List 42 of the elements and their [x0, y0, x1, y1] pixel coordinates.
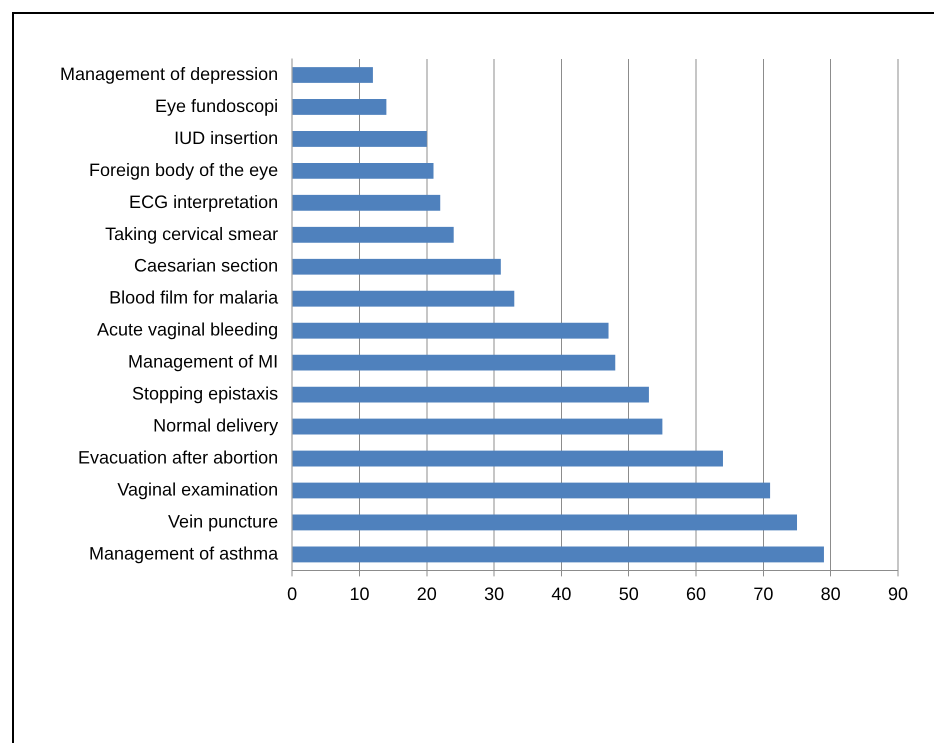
y-tick-label: Acute vaginal bleeding — [96, 320, 278, 340]
y-tick-label: Blood film for malaria — [109, 288, 280, 308]
y-tick-label: Evacuation after abortion — [78, 448, 278, 468]
bar — [292, 130, 427, 147]
bar — [292, 418, 662, 434]
y-tick-label: Eye fundoscopi — [155, 96, 278, 116]
x-tick-label: 90 — [888, 584, 908, 604]
y-tick-label: Normal delivery — [153, 416, 278, 436]
x-tick-label: 0 — [287, 584, 298, 604]
bar — [292, 482, 770, 498]
y-tick-label: Management of MI — [128, 352, 278, 372]
y-tick-label: Vein puncture — [168, 511, 278, 532]
bar — [292, 386, 649, 403]
bar — [292, 546, 824, 562]
y-tick-label: Vaginal examination — [117, 479, 278, 500]
y-tick-label: IUD insertion — [174, 128, 278, 148]
x-tick-label: 40 — [551, 584, 572, 604]
bar — [292, 162, 434, 179]
bar — [292, 258, 501, 275]
x-tick-label: 70 — [753, 584, 774, 604]
x-tick-label: 10 — [349, 584, 370, 604]
x-tick-label: 30 — [484, 584, 504, 604]
y-tick-label: Management of asthma — [89, 543, 280, 564]
y-tick-label: Management of depression — [60, 64, 278, 84]
bar — [292, 226, 454, 243]
x-tick-label: 80 — [820, 584, 841, 604]
y-tick-label: Caesarian section — [134, 256, 278, 276]
x-tick-label: 50 — [618, 584, 639, 604]
y-tick-label: Foreign body of the eye — [89, 160, 278, 180]
y-tick-label: Stopping epistaxis — [132, 384, 278, 404]
bar — [292, 194, 440, 211]
y-tick-label: ECG interpretation — [129, 192, 278, 212]
bar — [292, 322, 609, 339]
x-tick-label: 20 — [416, 584, 437, 604]
bar — [292, 354, 616, 371]
bar — [292, 290, 514, 307]
y-tick-label: Taking cervical smear — [105, 224, 278, 244]
x-tick-label: 60 — [686, 584, 706, 604]
bar — [292, 67, 373, 83]
bar — [292, 99, 386, 115]
bar — [292, 514, 798, 530]
bar — [292, 450, 723, 466]
